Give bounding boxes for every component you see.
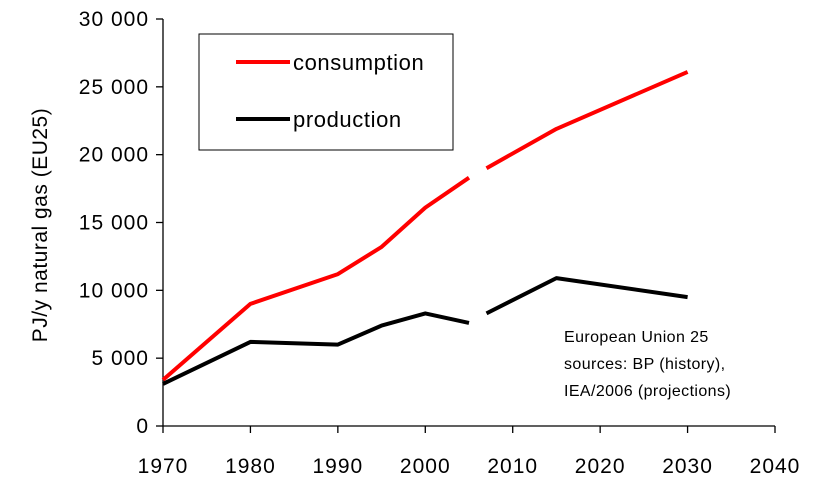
annotation: European Union 25 sources: BP (history),…: [564, 329, 731, 400]
x-tick-label: 2000: [400, 455, 451, 478]
x-tick-label: 1970: [138, 455, 189, 478]
y-tick-label: 5 000: [91, 347, 149, 370]
legend: consumption production: [198, 33, 454, 151]
annotation-line-1: European Union 25: [564, 329, 709, 346]
y-tick-label: 20 000: [79, 144, 149, 167]
x-tick-label: 2030: [662, 455, 713, 478]
y-axis-title: PJ/y natural gas (EU25): [29, 108, 52, 342]
y-tick-label: 10 000: [79, 279, 149, 302]
y-ticks: 0 5 000 10 000 15 000 20 000 25 000 30 000: [79, 8, 163, 438]
legend-label-production: production: [293, 107, 402, 132]
x-tick-label: 1980: [225, 455, 276, 478]
annotation-line-2: sources: BP (history),: [564, 356, 725, 373]
y-tick-label: 25 000: [79, 76, 149, 99]
legend-label-consumption: consumption: [293, 50, 424, 75]
series-line-production-segment-1: [162, 311, 470, 386]
series-line-production-segment-2: [485, 276, 688, 316]
series-line-consumption-segment-2: [485, 70, 689, 170]
y-tick-label: 0: [136, 415, 149, 438]
series-line-consumption-segment-1: [161, 176, 471, 382]
axes: 0 5 000 10 000 15 000 20 000 25 000 30 000 197…: [79, 8, 801, 478]
x-tick-label: 1990: [312, 455, 363, 478]
legend-box: [198, 33, 454, 151]
x-tick-label: 2010: [487, 455, 538, 478]
series-group: [161, 70, 689, 386]
x-ticks: 1970 1980 1990 2000 2010 2020 2030 2040: [138, 426, 801, 478]
x-tick-label: 2040: [750, 455, 801, 478]
y-tick-label: 30 000: [79, 8, 149, 31]
x-tick-label: 2020: [575, 455, 626, 478]
y-tick-label: 15 000: [79, 212, 149, 235]
annotation-line-3: IEA/2006 (projections): [564, 383, 731, 400]
